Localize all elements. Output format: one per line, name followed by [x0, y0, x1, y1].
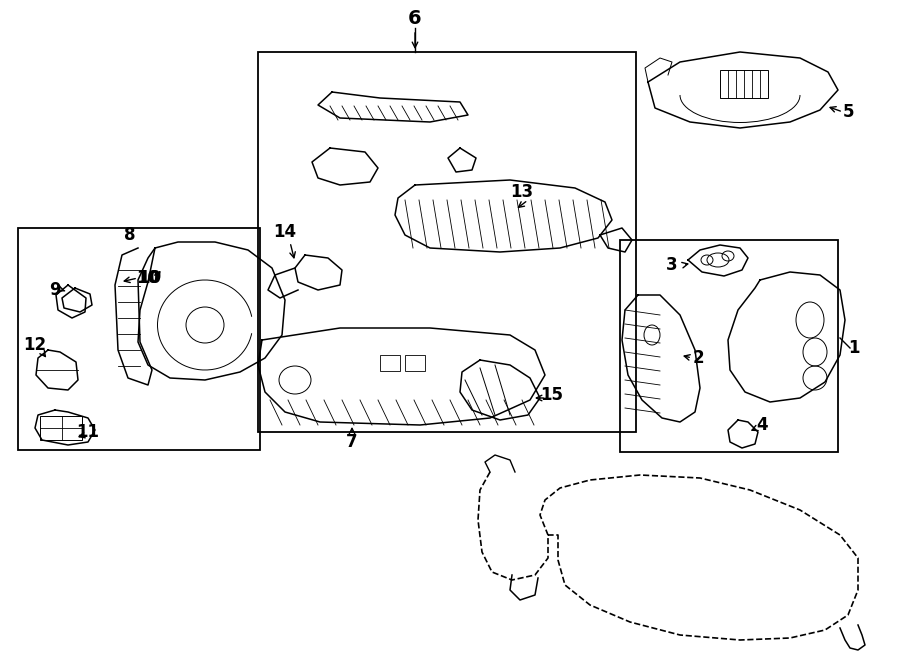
Bar	[18, 228, 260, 450]
Text: 9: 9	[50, 281, 61, 299]
Bar	[258, 52, 636, 432]
Text: 8: 8	[124, 226, 136, 244]
Bar	[380, 355, 400, 371]
Text: 2: 2	[692, 349, 704, 367]
Text: 12: 12	[23, 336, 47, 354]
Text: 11: 11	[76, 423, 100, 441]
Text: 7: 7	[346, 433, 358, 451]
Text: 14: 14	[274, 223, 297, 241]
Text: 3: 3	[666, 256, 678, 274]
Text: 10: 10	[137, 269, 159, 287]
Bar	[720, 70, 768, 98]
Text: 6: 6	[409, 9, 422, 28]
Text: 4: 4	[756, 416, 768, 434]
Bar	[620, 240, 838, 452]
Text: 5: 5	[842, 103, 854, 121]
Text: 1: 1	[848, 339, 860, 357]
Text: 15: 15	[541, 386, 563, 404]
Text: 13: 13	[510, 183, 534, 201]
Bar	[40, 416, 82, 440]
Text: 10: 10	[139, 269, 161, 287]
Bar	[405, 355, 425, 371]
